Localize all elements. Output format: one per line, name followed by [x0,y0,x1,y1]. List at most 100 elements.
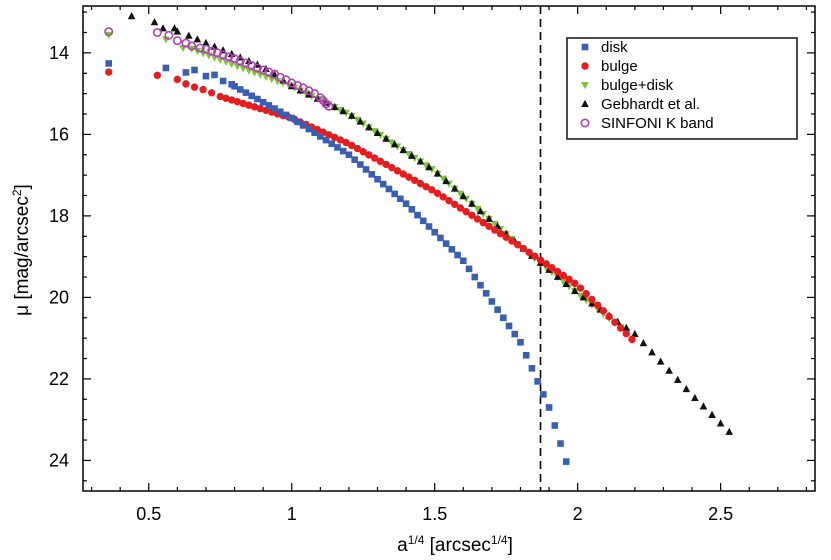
disk-point [282,111,290,119]
disk-point [219,77,227,85]
bulge-point [393,167,402,175]
gebhardt-et-al-point [390,140,399,148]
gebhardt-et-al-point [631,329,639,338]
sinfoni-k-band-point [252,63,262,73]
gebhardt-et-al-point [373,128,382,137]
gebhardt-et-al-point [408,151,416,159]
disk-point [265,102,273,109]
bulge-point [473,215,482,223]
disk-point [500,314,507,322]
y-tick-label: 24 [49,450,69,470]
bulge-point [548,264,556,272]
bulge-point [553,267,562,276]
disk-point [191,66,198,74]
gebhardt-et-al-point [553,272,562,280]
x-tick-label: 2.5 [708,504,733,524]
bulge-point [468,211,476,219]
bulge-point [582,290,590,298]
sinfoni-k-band-point [207,46,217,56]
bulge-point [616,324,625,332]
bulge-point [348,141,356,150]
disk-point [374,175,381,183]
bulge-point [462,207,470,216]
bulge-point [502,233,510,241]
bulge-point [456,204,465,212]
disk-point [431,228,439,236]
bulge-point [388,163,396,172]
data-points [104,11,734,465]
series-sinfoni-k-band [104,27,334,111]
y-tick-label: 20 [49,287,69,307]
bulge-point [565,275,573,284]
disk-point [437,234,444,242]
disk-point [511,330,519,338]
bulge-point [250,103,259,111]
disk-point [345,151,353,159]
disk-point [425,223,433,230]
bulge-point [571,279,579,287]
disk-point [105,60,113,67]
plot-frame [82,5,816,492]
bulge-point [410,176,419,185]
bulge-point [593,301,602,309]
y-tick-label: 16 [49,124,69,144]
bulge-point [531,252,539,260]
bulge-point [376,157,385,165]
disk-point [522,351,530,359]
gebhardt-et-al-point [571,286,579,294]
disk-point [448,246,456,253]
disk-point [488,298,496,305]
disk-point [408,206,416,213]
x-axis-title: a1/4 [arcsec1/4] [397,533,513,556]
x-tick-label: 1 [287,504,297,524]
bulge-point [428,186,436,194]
bulge-point [153,71,162,79]
bulge-point [451,200,459,208]
sinfoni-k-band-point [235,56,245,66]
gebhardt-et-al-point [382,134,390,142]
bulge-disk-point [422,162,430,170]
disk-point [202,72,210,80]
disk-point [505,322,513,330]
gebhardt-et-al-point [399,145,408,154]
disk-point [351,156,358,163]
bulge-point [190,83,199,91]
legend-marker-bulge-disk [581,82,589,90]
bulge-point [542,260,550,268]
legend-label-sinfoni: SINFONI K band [601,115,714,132]
legend-box [566,37,798,140]
bulge-point [576,284,585,292]
sinfoni-k-band-point [164,30,174,40]
bulge-point [216,92,224,101]
gebhardt-et-al-point [365,123,373,131]
bulge-point [611,318,619,326]
disk-point [477,281,484,289]
bulge-point [445,196,453,205]
legend-marker-sinfoni-k-band [580,118,590,128]
disk-point [454,251,461,259]
gebhardt-et-al-point [682,384,691,393]
legend-marker-disk [581,43,589,51]
gebhardt-et-al-point [433,169,442,177]
disk-point [379,180,387,188]
disk-point [231,82,238,90]
gebhardt-et-al-point [691,393,699,402]
bulge-point [325,131,333,139]
legend-label-disk: disk [601,39,628,56]
bulge-point [513,240,522,249]
sinfoni-k-band-point [218,50,228,60]
gebhardt-et-al-point [356,117,365,125]
y-tick-label: 22 [49,369,69,389]
bulge-disk-point [353,116,362,124]
bulge-point [227,96,236,104]
sinfoni-k-band-point [258,65,268,75]
disk-point [562,458,570,465]
gebhardt-et-al-point [442,176,450,185]
disk-point [391,190,398,198]
bulge-point [342,138,350,147]
y-tick-label: 14 [49,43,69,63]
y-tick-label: 18 [49,206,69,226]
gebhardt-et-al-point [656,357,665,365]
bulge-disk-point [388,139,396,147]
bulge-point [365,151,373,159]
